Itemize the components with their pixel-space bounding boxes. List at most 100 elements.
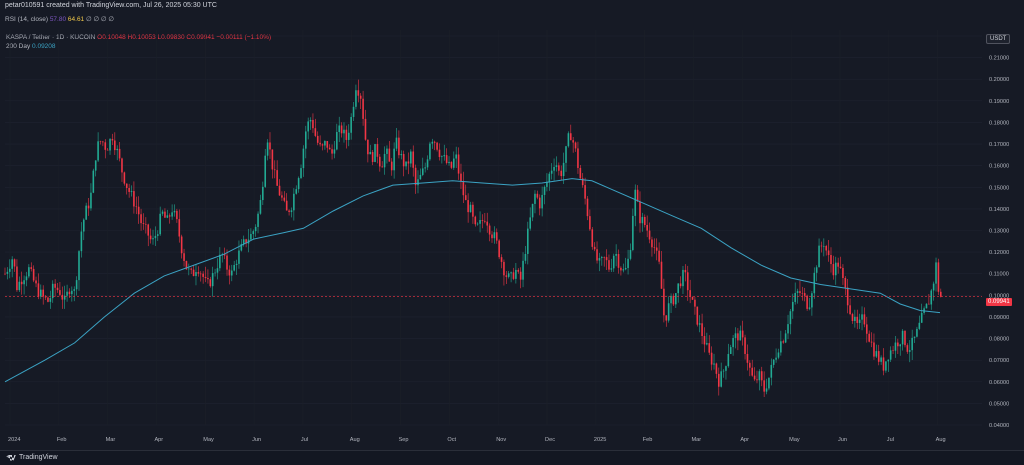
candle-body [846,287,849,306]
price-axis: 0.04000 0.05000 0.06000 0.07000 0.08000 0.090… [989,34,1009,429]
candle-body [930,290,933,305]
candle-body [481,220,484,221]
candle-body [462,181,465,196]
candle-body [383,153,386,168]
candle-body [940,291,942,297]
rsi-value-1: 57.80 [49,16,67,23]
candle-body [133,191,135,207]
time-tick-label: Jun [252,437,261,443]
ma-value: 0.09208 [32,43,56,50]
candle-body [775,357,777,360]
candle-body [250,234,252,240]
candle-body [59,290,61,295]
candle-body [168,215,171,217]
candle-body [436,142,438,150]
candle-body [135,206,138,208]
candle-body [538,197,541,209]
candle-body [104,142,107,150]
candle-body [166,215,169,218]
candle-body [507,273,510,277]
candle-body [393,148,395,171]
candle-body [803,293,806,296]
candle-body [596,249,598,261]
candle-body [811,293,813,308]
candle-body [825,245,828,251]
candle-body [374,144,376,162]
candle-body [197,272,200,274]
candle-body [589,216,591,230]
candle-body [472,204,474,217]
symbol-title[interactable]: KASPA / Tether · 1D · KUCOIN [6,34,96,41]
candle-body [651,239,653,248]
candle-body [32,268,35,281]
candle-body [288,210,290,213]
candle-body [37,283,40,297]
candle-body [121,158,123,173]
candle-body [414,167,417,186]
candle-body [889,350,892,360]
candle-body [128,188,130,192]
candle-body [159,213,161,235]
candle-body [593,246,596,250]
candle-body [345,129,348,140]
candle-body [643,216,646,225]
candle-body [164,211,166,218]
candle-body [541,194,543,209]
candle-body [858,319,861,323]
candle-body [849,305,851,315]
candle-body [28,267,30,277]
candle-body [727,353,730,367]
candle-body [223,254,226,256]
candle-body [870,341,873,343]
last-price-tag: 0.09941 [986,298,1012,306]
candle-body [56,287,59,291]
candle-body [720,371,722,387]
candle-body [851,314,854,322]
candle-body [531,203,534,218]
candle-body [796,291,799,293]
time-tick-label: Jul [301,437,308,443]
candle-body [908,350,911,352]
candle-body [555,165,558,167]
candle-body [324,140,326,146]
candle-body [763,380,765,392]
candle-body [369,151,372,155]
candle-body [386,148,388,154]
candle-body [484,220,486,222]
candle-body [749,362,751,368]
candle-body [624,267,627,270]
candle-body [314,128,317,136]
price-tick-label: 0.21000 [989,56,1009,62]
candle-body [655,247,658,251]
candle-body [407,161,410,164]
rsi-settings-icons[interactable]: ∅ ∅ ∅ ∅ [86,16,115,23]
candle-body [703,336,706,345]
candle-body [877,351,880,362]
candle-body [145,224,147,225]
candle-body [677,283,680,294]
candle-body [760,371,763,381]
candle-body [868,333,870,342]
candle-body [617,254,620,268]
candle-body [176,210,178,220]
ma-label[interactable]: 200 Day [6,43,31,50]
candle-body [219,254,221,269]
candle-body [455,154,457,159]
currency-badge[interactable]: USDT [986,34,1011,44]
candle-body [293,193,295,211]
time-tick-label: 2025 [594,437,606,443]
candle-body [565,146,567,163]
candle-body [61,294,64,300]
candle-body [97,141,99,161]
candle-body [30,267,33,269]
candle-body [266,142,269,156]
candle-body [71,290,73,295]
candle-body [11,259,13,269]
candle-body [553,166,555,171]
tradingview-logo[interactable]: TradingView [6,454,58,461]
candle-body [18,281,21,291]
candle-body [734,333,737,338]
candle-body [63,295,66,300]
candle-body [717,373,720,387]
